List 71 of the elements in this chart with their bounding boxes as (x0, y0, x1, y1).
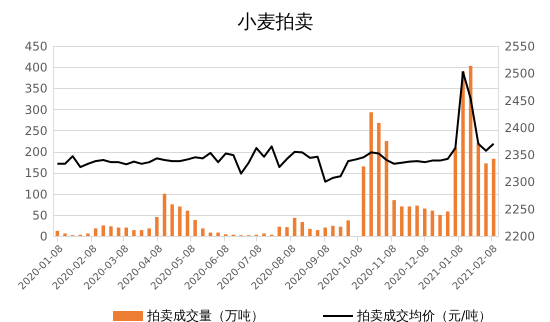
bar (124, 228, 128, 236)
bar (415, 206, 419, 236)
bar (377, 122, 381, 236)
bar (408, 206, 412, 236)
bar (116, 228, 120, 236)
bar (155, 217, 159, 236)
bar (454, 148, 458, 236)
bar (422, 208, 426, 236)
chart-title: 小麦拍卖 (238, 12, 314, 33)
bar (140, 230, 144, 236)
y2-tick-label: 2550 (504, 40, 536, 54)
bar (162, 194, 166, 236)
legend-label: 拍卖成交量（万吨） (146, 308, 264, 322)
y-tick-label: 50 (32, 208, 48, 222)
y-tick-label: 350 (24, 82, 48, 96)
line-series (56, 71, 495, 183)
bar (201, 228, 205, 236)
bar (484, 163, 488, 236)
y-tick-label: 0 (40, 230, 48, 244)
bar (461, 71, 465, 236)
bar (292, 218, 296, 236)
bar (208, 232, 212, 236)
bar (278, 226, 282, 236)
y-tick-label: 300 (24, 102, 48, 117)
bar (285, 227, 289, 236)
bar (392, 200, 396, 236)
bar (430, 210, 434, 236)
y2-tick-label: 2500 (504, 66, 536, 81)
bar (438, 214, 442, 236)
bar (362, 166, 366, 236)
bar (468, 66, 472, 236)
bar (446, 212, 450, 236)
bar (331, 226, 335, 236)
bar (216, 232, 220, 236)
bar (324, 228, 327, 236)
bar (300, 222, 304, 236)
bar (492, 158, 496, 236)
bar (132, 230, 136, 236)
legend-label: 拍卖成交均价（元/吨） (356, 308, 492, 322)
y-tick-label: 250 (24, 124, 48, 138)
y2-tick-label: 2200 (504, 230, 536, 244)
bar (186, 210, 190, 236)
bar (63, 233, 67, 236)
y2-tick-label: 2400 (504, 120, 536, 135)
bar (193, 220, 197, 236)
y2-tick-label: 2300 (504, 175, 536, 190)
bar (56, 230, 60, 236)
y2-tick-label: 2350 (504, 148, 536, 162)
bar (102, 225, 106, 236)
bar (316, 230, 320, 236)
bar (346, 220, 350, 236)
y-tick-label: 200 (24, 145, 48, 160)
bar (338, 226, 342, 236)
bar (400, 206, 404, 236)
y2-tick-label: 2250 (504, 202, 536, 216)
bar (170, 204, 174, 236)
bar (109, 226, 113, 236)
bar (262, 233, 266, 236)
bar (476, 143, 480, 236)
bar (178, 206, 182, 236)
bar (384, 141, 388, 236)
bar (369, 112, 373, 236)
y-tick-label: 150 (24, 166, 48, 180)
bar (86, 233, 90, 236)
y-tick-label: 450 (24, 40, 48, 54)
y-tick-label: 400 (24, 60, 48, 75)
bar (147, 228, 151, 236)
bar (94, 228, 98, 236)
y2-tick-label: 2450 (504, 94, 536, 108)
bar (308, 228, 312, 236)
y-tick-label: 100 (24, 187, 48, 202)
